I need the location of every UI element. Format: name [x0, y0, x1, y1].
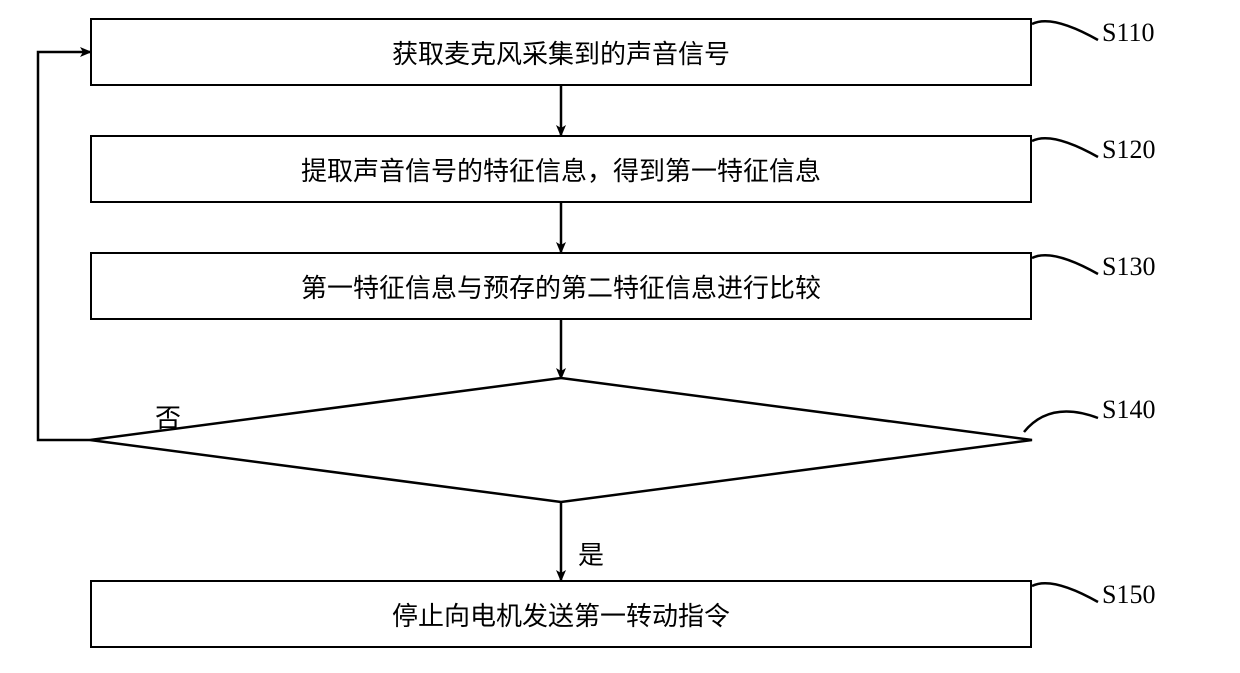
svg-overlay	[0, 0, 1240, 673]
node-s120: 提取声音信号的特征信息，得到第一特征信息	[90, 135, 1032, 203]
step-label-s120: S120	[1102, 135, 1155, 165]
step-label-s130: S130	[1102, 252, 1155, 282]
node-s110-text: 获取麦克风采集到的声音信号	[392, 34, 730, 71]
edge-label-yes: 是	[578, 535, 604, 572]
step-label-s110: S110	[1102, 18, 1155, 48]
node-s110: 获取麦克风采集到的声音信号	[90, 18, 1032, 86]
flowchart-canvas: 获取麦克风采集到的声音信号 提取声音信号的特征信息，得到第一特征信息 第一特征信…	[0, 0, 1240, 673]
node-s150-text: 停止向电机发送第一转动指令	[392, 596, 730, 633]
node-s130-text: 第一特征信息与预存的第二特征信息进行比较	[301, 268, 821, 305]
step-label-s150: S150	[1102, 580, 1155, 610]
node-s130: 第一特征信息与预存的第二特征信息进行比较	[90, 252, 1032, 320]
node-s150: 停止向电机发送第一转动指令	[90, 580, 1032, 648]
step-label-s140: S140	[1102, 395, 1155, 425]
edge-label-no: 否	[155, 398, 181, 435]
node-s120-text: 提取声音信号的特征信息，得到第一特征信息	[301, 151, 821, 188]
node-s140-text: 第一特征信息与第二特征信息是否一致	[340, 429, 782, 458]
node-s140-text-wrap: 第一特征信息与第二特征信息是否一致	[311, 423, 811, 460]
